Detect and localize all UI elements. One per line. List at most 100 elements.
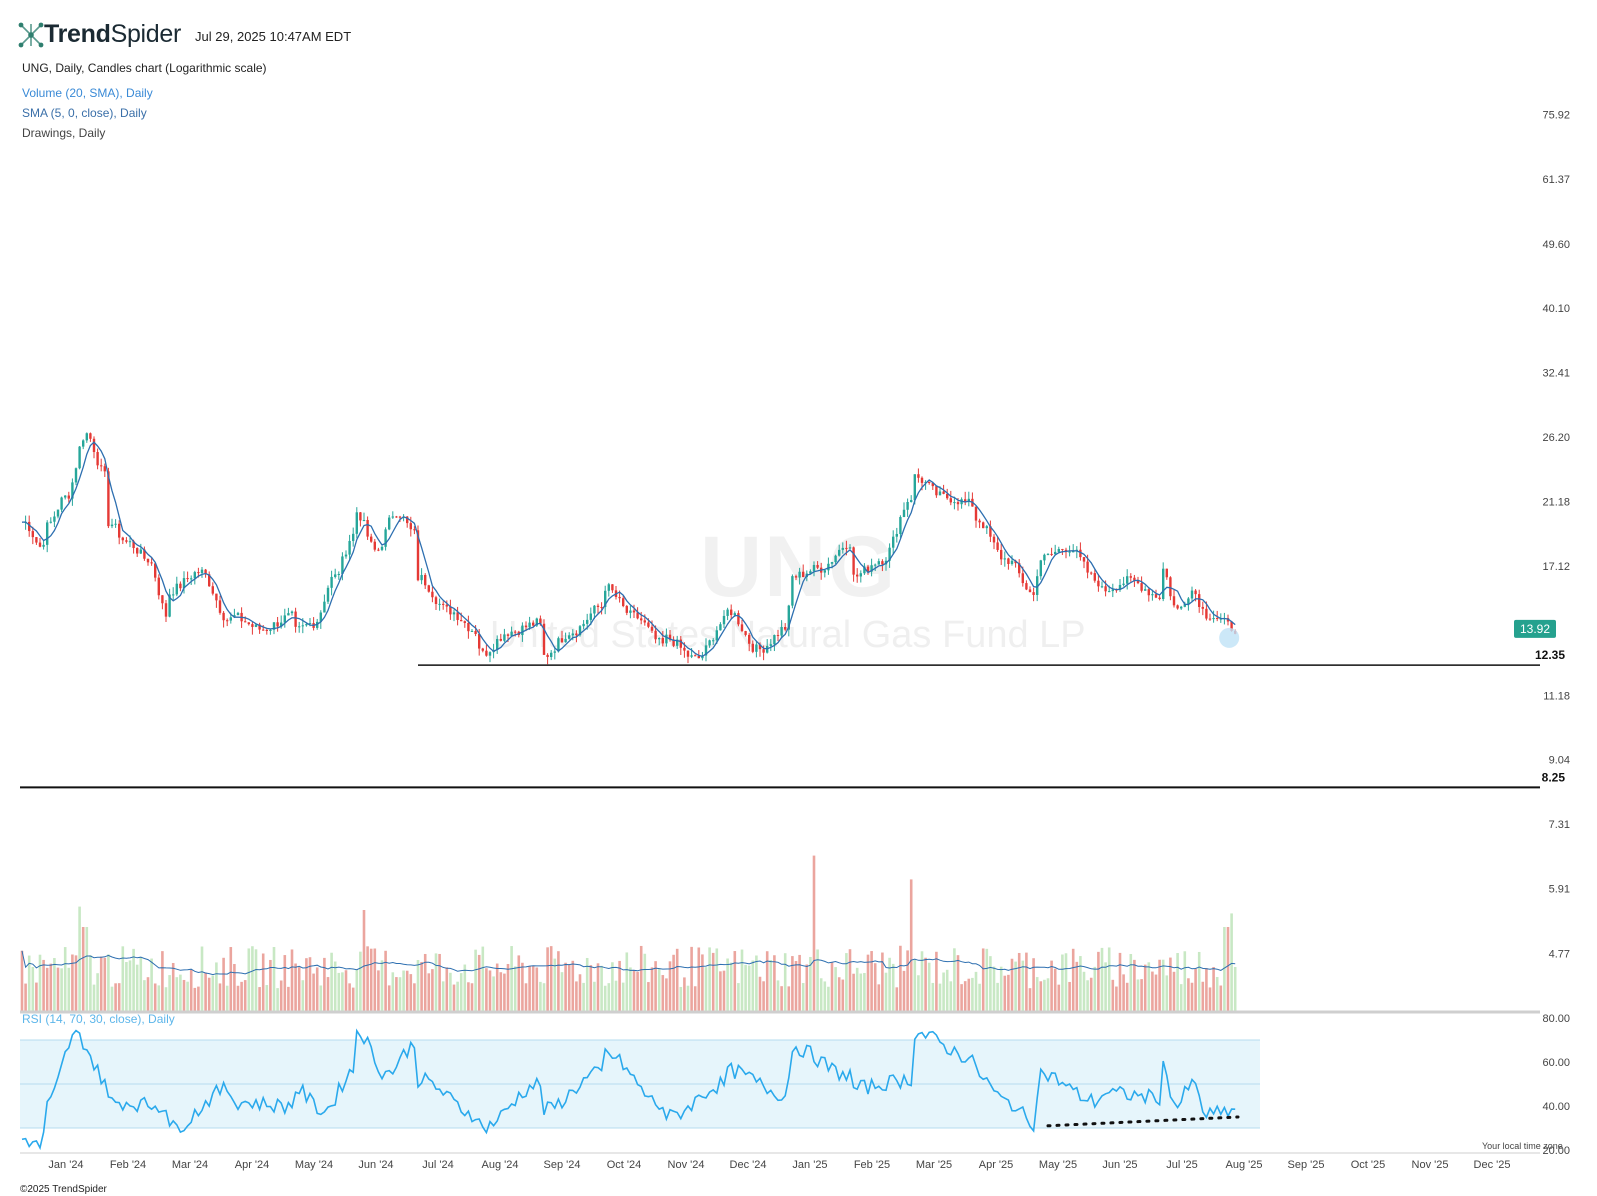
volume-bar — [981, 948, 985, 1012]
indicator-sma-label[interactable]: SMA (5, 0, close), Daily — [22, 106, 147, 120]
volume-bar — [780, 986, 783, 1012]
candle-body — [604, 590, 607, 608]
volume-bar — [1014, 961, 1017, 1012]
candle-body — [946, 493, 949, 499]
candle-body — [838, 549, 841, 556]
candle-body — [1198, 594, 1201, 607]
volume-bar — [675, 948, 679, 1012]
candle-body — [182, 578, 186, 589]
candle-body — [737, 613, 740, 625]
x-tick-label: May '25 — [1039, 1159, 1077, 1171]
candle-body — [676, 639, 679, 646]
candle-body — [1126, 576, 1129, 584]
candle-body — [280, 622, 283, 627]
candle-body — [593, 605, 596, 614]
volume-bar — [139, 956, 143, 1012]
volume-bar — [791, 956, 794, 1012]
volume-bar — [452, 984, 456, 1012]
volume-bar — [463, 964, 467, 1012]
candle-body — [697, 656, 700, 659]
volume-bar — [877, 984, 881, 1012]
volume-bar — [1104, 962, 1107, 1012]
volume-bar — [384, 950, 387, 1012]
candle-body — [92, 438, 96, 453]
volume-bar — [377, 970, 380, 1012]
volume-bar — [1075, 961, 1079, 1012]
volume-bar — [1035, 977, 1039, 1012]
volume-bar — [125, 961, 128, 1012]
candle-body — [438, 603, 441, 605]
candle-body — [301, 625, 304, 627]
candle-body — [337, 574, 340, 576]
x-tick-label: Oct '24 — [607, 1159, 642, 1171]
volume-bar — [654, 961, 657, 1012]
candle-body — [654, 630, 657, 640]
volume-bar — [960, 984, 963, 1012]
candle-body — [776, 635, 780, 637]
volume-bar — [837, 977, 841, 1012]
x-tick-label: Feb '24 — [110, 1159, 146, 1171]
volume-bar — [805, 964, 809, 1012]
candle-body — [668, 634, 672, 640]
candle-body — [463, 621, 466, 623]
volume-bar — [74, 955, 78, 1012]
candle-body — [348, 540, 351, 555]
volume-bar — [441, 981, 445, 1012]
candle-body — [344, 554, 348, 557]
candle-body — [1061, 548, 1064, 550]
x-tick-label: Sep '25 — [1288, 1159, 1325, 1171]
last-price-label: 13.92 — [1520, 622, 1550, 636]
price-tick-label: 4.77 — [1549, 948, 1570, 960]
volume-bar — [827, 986, 830, 1012]
candle-body — [308, 623, 312, 625]
candle-body — [1046, 553, 1050, 555]
volume-bar — [639, 945, 643, 1012]
price-tick-label: 26.20 — [1542, 432, 1570, 444]
volume-bar — [1161, 959, 1165, 1012]
candle-body — [496, 638, 499, 650]
candle-body — [1090, 572, 1093, 574]
volume-bar — [477, 954, 481, 1012]
candle-body — [197, 572, 200, 574]
volume-bar — [402, 970, 405, 1012]
candle-body — [708, 640, 711, 646]
candle-body — [694, 655, 697, 657]
candle-body — [834, 555, 837, 563]
volume-bar — [1187, 978, 1190, 1012]
candle-body — [661, 638, 664, 644]
volume-bar — [765, 951, 769, 1012]
volume-bar — [629, 967, 632, 1012]
candle-body — [722, 615, 726, 625]
candle-body — [715, 630, 718, 641]
candle-body — [1165, 568, 1168, 578]
volume-bar — [618, 960, 621, 1012]
volume-bar — [589, 965, 593, 1012]
candle-body — [956, 502, 960, 505]
volume-bar — [1219, 985, 1223, 1012]
brand: TrendSpider Jul 29, 2025 10:47AM EDT — [18, 20, 351, 49]
candle-body — [686, 650, 690, 657]
x-axis: Jan '24 Feb '24 Mar '24 Apr '24 May '24 Jun '… — [48, 1159, 1510, 1171]
candle-body — [924, 481, 927, 483]
volume-bar — [258, 987, 261, 1012]
indicator-volume-label[interactable]: Volume (20, SMA), Daily — [22, 86, 153, 100]
last-price-badge — [1514, 619, 1556, 638]
candle-body — [571, 633, 574, 636]
volume-bar — [1111, 979, 1115, 1012]
chart-title[interactable]: UNG, Daily, Candles chart (Logarithmic s… — [22, 61, 267, 75]
candle-body — [467, 622, 470, 632]
volume-bar — [614, 980, 618, 1012]
indicator-drawings-label[interactable]: Drawings, Daily — [22, 126, 106, 140]
volume-bar — [751, 960, 755, 1012]
volume-bar — [315, 967, 319, 1012]
volume-bar — [254, 949, 258, 1012]
trendspider-logo-icon — [18, 22, 44, 47]
rsi-indicator-label[interactable]: RSI (14, 70, 30, close), Daily — [22, 1012, 175, 1026]
volume-bar — [211, 975, 215, 1012]
candle-body — [1050, 553, 1053, 555]
volume-bar — [218, 983, 222, 1012]
candle-body — [607, 584, 610, 591]
candle-body — [992, 536, 996, 543]
candle-body — [323, 601, 326, 613]
